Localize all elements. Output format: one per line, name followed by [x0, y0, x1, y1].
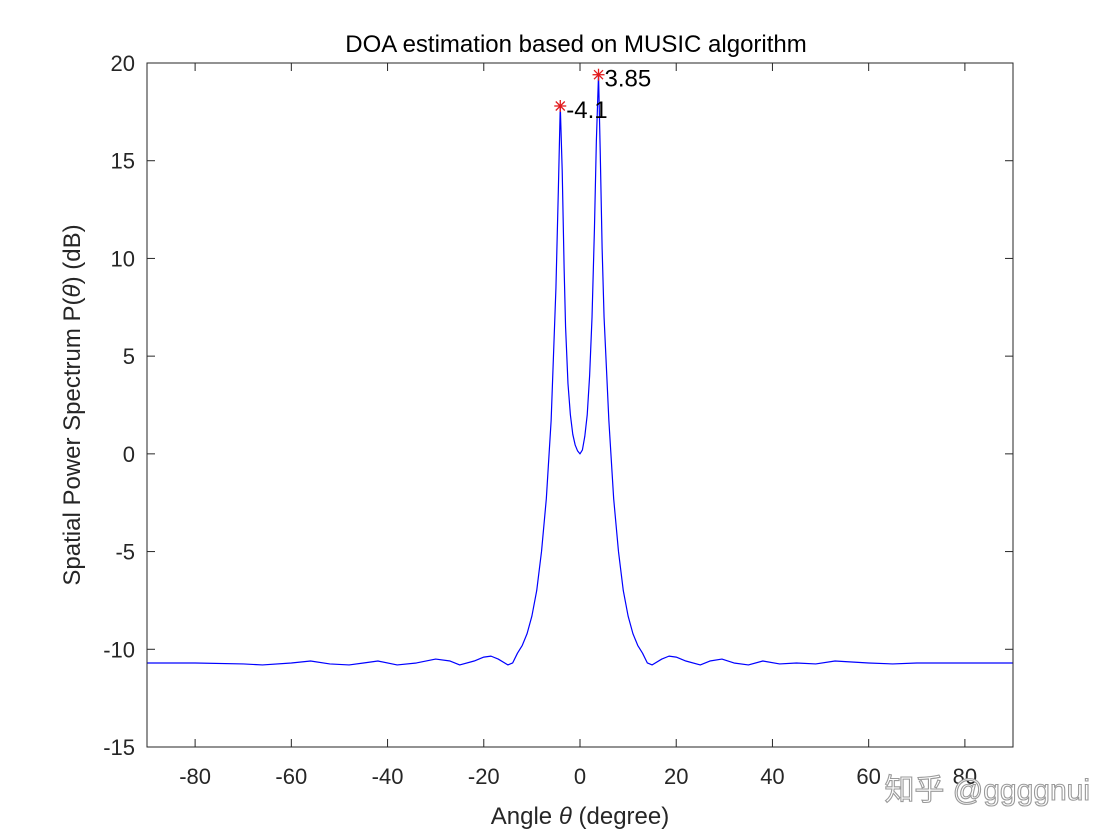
y-axis-label-suffix: ) (dB) — [59, 224, 86, 284]
y-tick-label: 0 — [123, 442, 135, 467]
y-tick-label: 15 — [111, 149, 135, 174]
chart-title: DOA estimation based on MUSIC algorithm — [345, 31, 807, 58]
y-tick-label: -10 — [103, 637, 135, 662]
x-axis-label-symbol: θ — [559, 803, 572, 830]
y-tick-label: 5 — [123, 344, 135, 369]
x-tick-label: 60 — [856, 764, 880, 789]
y-tick-label: -5 — [115, 540, 135, 565]
y-tick-label: -15 — [103, 735, 135, 760]
x-tick-label: 20 — [664, 764, 688, 789]
peak-annotation: -4.1 — [566, 97, 607, 124]
peak-marker — [592, 68, 605, 81]
x-tick-label: -20 — [468, 764, 500, 789]
x-axis-label-suffix: (degree) — [572, 803, 669, 830]
x-tick-label: 0 — [574, 764, 586, 789]
marker-stroke — [555, 101, 566, 111]
x-axis-label: Angle θ (degree) — [491, 803, 669, 830]
y-axis-label: Spatial Power Spectrum P(θ) (dB) — [59, 224, 86, 585]
y-tick-label: 10 — [111, 246, 135, 271]
y-axis-ticks: -15 -10 -5 0 5 10 15 20 — [103, 51, 1013, 760]
x-tick-label: -80 — [179, 764, 211, 789]
marker-stroke — [593, 69, 604, 80]
marker-layer: -4.1 3.85 — [554, 66, 651, 124]
series-layer — [147, 74, 1013, 666]
x-axis-ticks: -80 -60 -40 -20 0 20 40 60 80 — [179, 63, 977, 789]
x-tick-label: -60 — [275, 764, 307, 789]
watermark-text: 知乎 @ggggnui — [884, 774, 1090, 807]
y-axis-label-symbol: θ — [59, 284, 86, 297]
y-tick-label: 20 — [111, 51, 135, 76]
y-axis-label-prefix: Spatial Power Spectrum P( — [59, 297, 86, 585]
x-tick-label: -40 — [372, 764, 404, 789]
peak-marker — [554, 99, 567, 112]
peak-annotation: 3.85 — [605, 66, 652, 93]
x-tick-label: 80 — [953, 764, 977, 789]
x-tick-label: 40 — [760, 764, 784, 789]
x-axis-label-prefix: Angle — [491, 803, 559, 830]
series-line-0 — [147, 74, 1013, 666]
